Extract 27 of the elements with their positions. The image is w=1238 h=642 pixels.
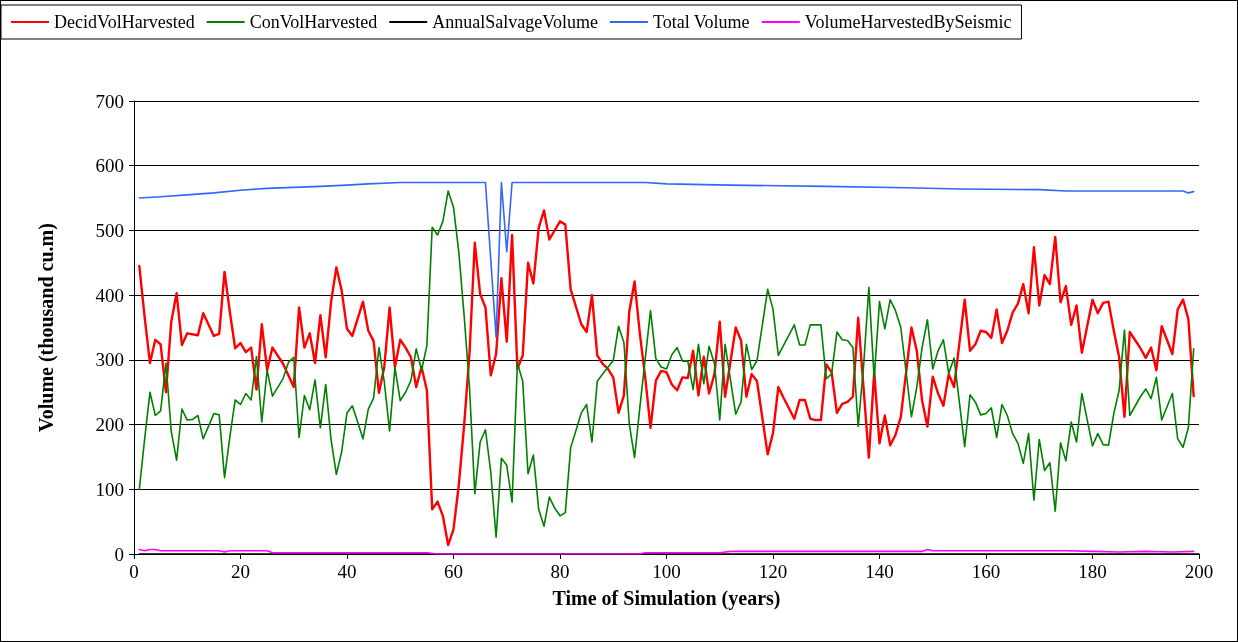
y-tick-label: 0 <box>114 543 124 565</box>
y-tick-label: 400 <box>95 284 124 306</box>
x-tick-label: 20 <box>231 561 250 582</box>
y-tick-label: 600 <box>95 155 124 177</box>
y-tick-label: 300 <box>95 349 124 371</box>
legend-label: Total Volume <box>652 12 750 32</box>
x-tick-label: 60 <box>444 561 463 582</box>
legend-label: VolumeHarvestedBySeismic <box>804 12 1012 32</box>
legend-label: DecidVolHarvested <box>54 12 195 32</box>
x-tick-label: 120 <box>758 561 788 582</box>
x-tick-label: 160 <box>971 561 1001 582</box>
x-tick-label: 100 <box>652 561 681 582</box>
x-tick-label: 200 <box>1184 561 1214 582</box>
x-tick-label: 140 <box>865 561 894 582</box>
y-axis-title: Volume (thousand cu.m) <box>35 223 58 432</box>
x-tick-label: 80 <box>550 561 570 582</box>
y-tick-label: 500 <box>95 219 124 241</box>
line-series <box>138 181 1195 339</box>
y-tick-label: 200 <box>95 414 124 436</box>
y-tick-label: 700 <box>95 90 124 112</box>
x-axis-title: Time of Simulation (years) <box>552 587 781 610</box>
legend-label: AnnualSalvageVolume <box>432 12 598 32</box>
x-tick-label: 0 <box>129 561 139 582</box>
y-tick-label: 100 <box>95 478 124 500</box>
x-tick-label: 180 <box>1078 561 1107 582</box>
x-tick-label: 40 <box>337 561 357 582</box>
legend-label: ConVolHarvested <box>249 12 378 32</box>
